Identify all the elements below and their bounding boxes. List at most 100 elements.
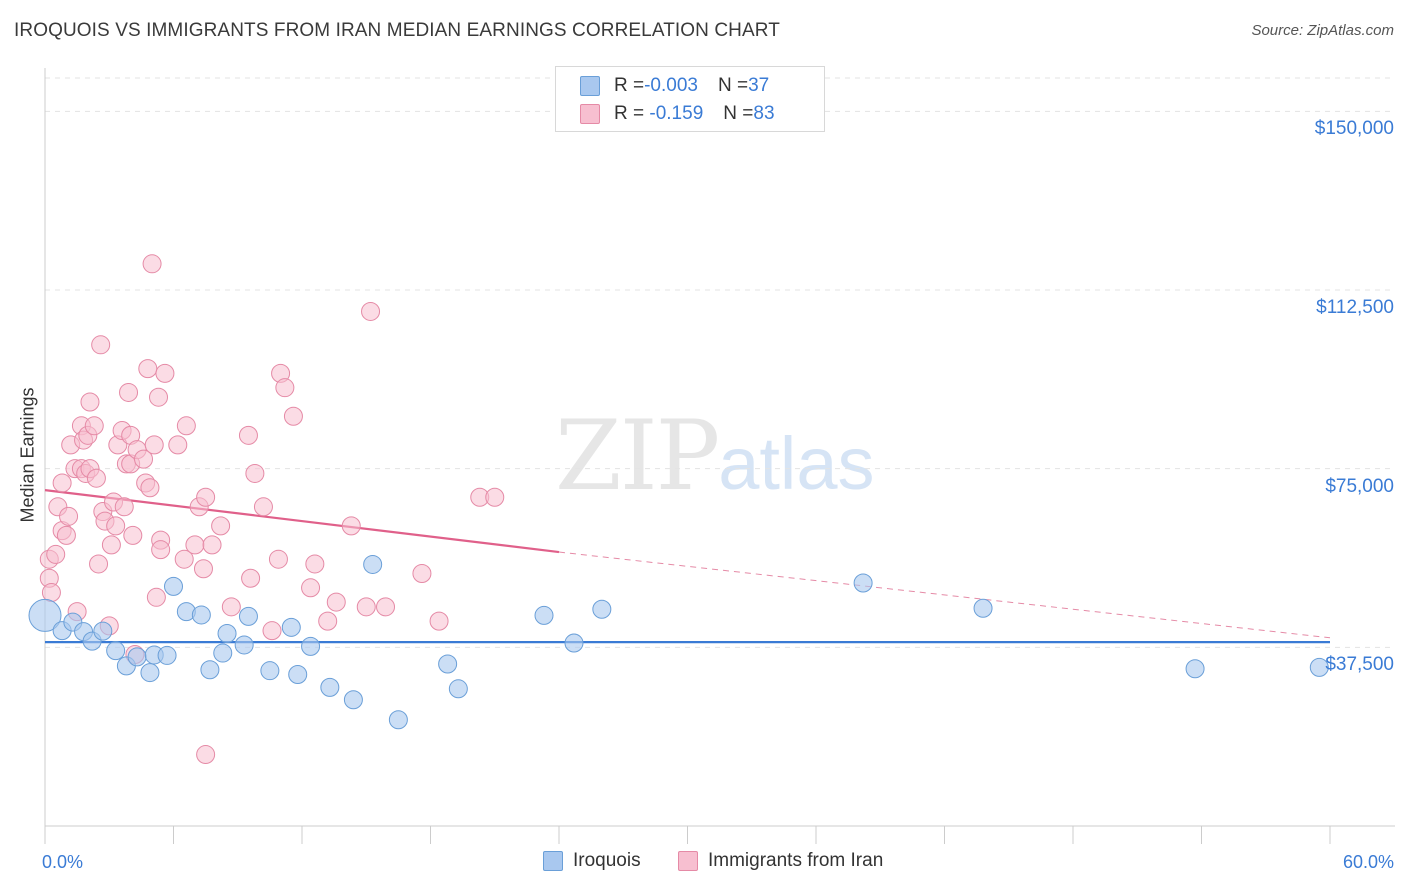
legend-r-label: R = bbox=[614, 75, 645, 96]
point-immigrants-from-iran bbox=[361, 301, 381, 321]
point-iroquois bbox=[217, 624, 237, 644]
legend-n-label: N = bbox=[717, 75, 749, 96]
point-immigrants-from-iran bbox=[241, 568, 261, 588]
point-immigrants-from-iran bbox=[429, 611, 449, 631]
legend-label: Immigrants from Iran bbox=[708, 850, 884, 871]
point-immigrants-from-iran bbox=[221, 597, 241, 617]
point-immigrants-from-iran bbox=[52, 473, 72, 493]
legend-row-iran: R = -0.159 N = 83 bbox=[580, 102, 775, 126]
point-immigrants-from-iran bbox=[356, 597, 376, 617]
point-immigrants-from-iran bbox=[245, 463, 265, 483]
y-tick-label: $112,500 bbox=[1316, 297, 1394, 318]
legend-n-value: 37 bbox=[748, 75, 770, 96]
legend-swatch-pink bbox=[580, 104, 600, 124]
y-tick-label: $150,000 bbox=[1314, 118, 1394, 140]
point-immigrants-from-iran bbox=[268, 549, 288, 569]
point-iroquois bbox=[438, 654, 458, 674]
point-immigrants-from-iran bbox=[144, 435, 164, 455]
point-immigrants-from-iran bbox=[119, 382, 139, 402]
point-immigrants-from-iran bbox=[155, 363, 175, 383]
chart-title: IROQUOIS VS IMMIGRANTS FROM IRAN MEDIAN … bbox=[14, 20, 780, 41]
x-tick-label-max: 60.0% bbox=[1342, 852, 1394, 872]
bottom-legend-iroquois: Iroquois bbox=[543, 850, 641, 872]
point-iroquois bbox=[281, 617, 301, 637]
point-iroquois bbox=[234, 635, 254, 655]
point-iroquois bbox=[127, 647, 147, 667]
point-immigrants-from-iran bbox=[376, 597, 396, 617]
point-immigrants-from-iran bbox=[485, 487, 505, 507]
point-immigrants-from-iran bbox=[80, 392, 100, 412]
grid-lines bbox=[45, 77, 1395, 648]
series-immigrants-from-iran bbox=[39, 254, 505, 765]
point-immigrants-from-iran bbox=[151, 540, 171, 560]
legend-swatch-pink bbox=[678, 851, 698, 871]
point-immigrants-from-iran bbox=[301, 578, 321, 598]
point-iroquois bbox=[343, 690, 363, 710]
source-label: Source: ZipAtlas.com bbox=[1251, 22, 1394, 39]
point-immigrants-from-iran bbox=[138, 359, 158, 379]
point-iroquois bbox=[260, 661, 280, 681]
stats-legend: R = -0.003 N = 37 R = -0.159 N = 83 bbox=[555, 66, 825, 132]
point-immigrants-from-iran bbox=[101, 535, 121, 555]
point-immigrants-from-iran bbox=[326, 592, 346, 612]
point-immigrants-from-iran bbox=[149, 387, 169, 407]
point-immigrants-from-iran bbox=[305, 554, 325, 574]
point-immigrants-from-iran bbox=[174, 549, 194, 569]
point-iroquois bbox=[448, 679, 468, 699]
point-immigrants-from-iran bbox=[89, 554, 109, 574]
y-tick-label: $75,000 bbox=[1325, 475, 1394, 497]
trend-line-iran-extension bbox=[558, 551, 1331, 639]
point-immigrants-from-iran bbox=[176, 416, 196, 436]
legend-row-iroquois: R = -0.003 N = 37 bbox=[580, 74, 769, 98]
axes bbox=[44, 68, 1395, 844]
legend-r-value: -0.159 bbox=[644, 103, 704, 124]
point-immigrants-from-iran bbox=[134, 449, 154, 469]
point-immigrants-from-iran bbox=[318, 611, 338, 631]
point-immigrants-from-iran bbox=[114, 497, 134, 517]
point-immigrants-from-iran bbox=[341, 516, 361, 536]
point-immigrants-from-iran bbox=[193, 559, 213, 579]
point-immigrants-from-iran bbox=[56, 525, 76, 545]
point-iroquois bbox=[534, 605, 554, 625]
point-iroquois bbox=[1309, 657, 1329, 677]
point-immigrants-from-iran bbox=[253, 497, 273, 517]
point-immigrants-from-iran bbox=[185, 535, 205, 555]
point-iroquois bbox=[388, 710, 408, 730]
point-iroquois bbox=[320, 677, 340, 697]
legend-swatch-blue bbox=[543, 851, 563, 871]
point-iroquois bbox=[28, 598, 62, 632]
point-immigrants-from-iran bbox=[202, 535, 222, 555]
point-iroquois bbox=[1185, 659, 1205, 679]
point-immigrants-from-iran bbox=[275, 378, 295, 398]
point-immigrants-from-iran bbox=[196, 745, 216, 765]
point-iroquois bbox=[93, 621, 113, 641]
legend-n-label: N = bbox=[723, 103, 754, 124]
point-immigrants-from-iran bbox=[86, 468, 106, 488]
point-iroquois bbox=[564, 633, 584, 653]
watermark-zip: ZIP bbox=[555, 400, 720, 512]
point-iroquois bbox=[973, 598, 993, 618]
legend-r-value: -0.003 bbox=[644, 75, 698, 96]
legend-label: Iroquois bbox=[573, 850, 641, 871]
point-iroquois bbox=[200, 660, 220, 680]
point-immigrants-from-iran bbox=[196, 487, 216, 507]
point-iroquois bbox=[191, 605, 211, 625]
trend-lines bbox=[44, 489, 1331, 644]
point-iroquois bbox=[164, 576, 183, 596]
point-iroquois bbox=[213, 643, 233, 663]
x-tick-label-min: 0.0% bbox=[42, 852, 84, 872]
point-immigrants-from-iran bbox=[106, 516, 126, 536]
point-immigrants-from-iran bbox=[59, 506, 79, 526]
point-iroquois bbox=[363, 554, 383, 574]
point-immigrants-from-iran bbox=[412, 563, 432, 583]
point-iroquois bbox=[157, 645, 177, 665]
watermark-atlas: atlas bbox=[718, 422, 875, 505]
point-immigrants-from-iran bbox=[238, 425, 258, 445]
point-iroquois bbox=[288, 664, 308, 684]
series-iroquois bbox=[28, 554, 1329, 730]
legend-n-value: 83 bbox=[753, 103, 775, 124]
point-iroquois bbox=[592, 599, 612, 619]
point-immigrants-from-iran bbox=[41, 583, 61, 603]
watermark: ZIPatlas bbox=[555, 400, 875, 512]
